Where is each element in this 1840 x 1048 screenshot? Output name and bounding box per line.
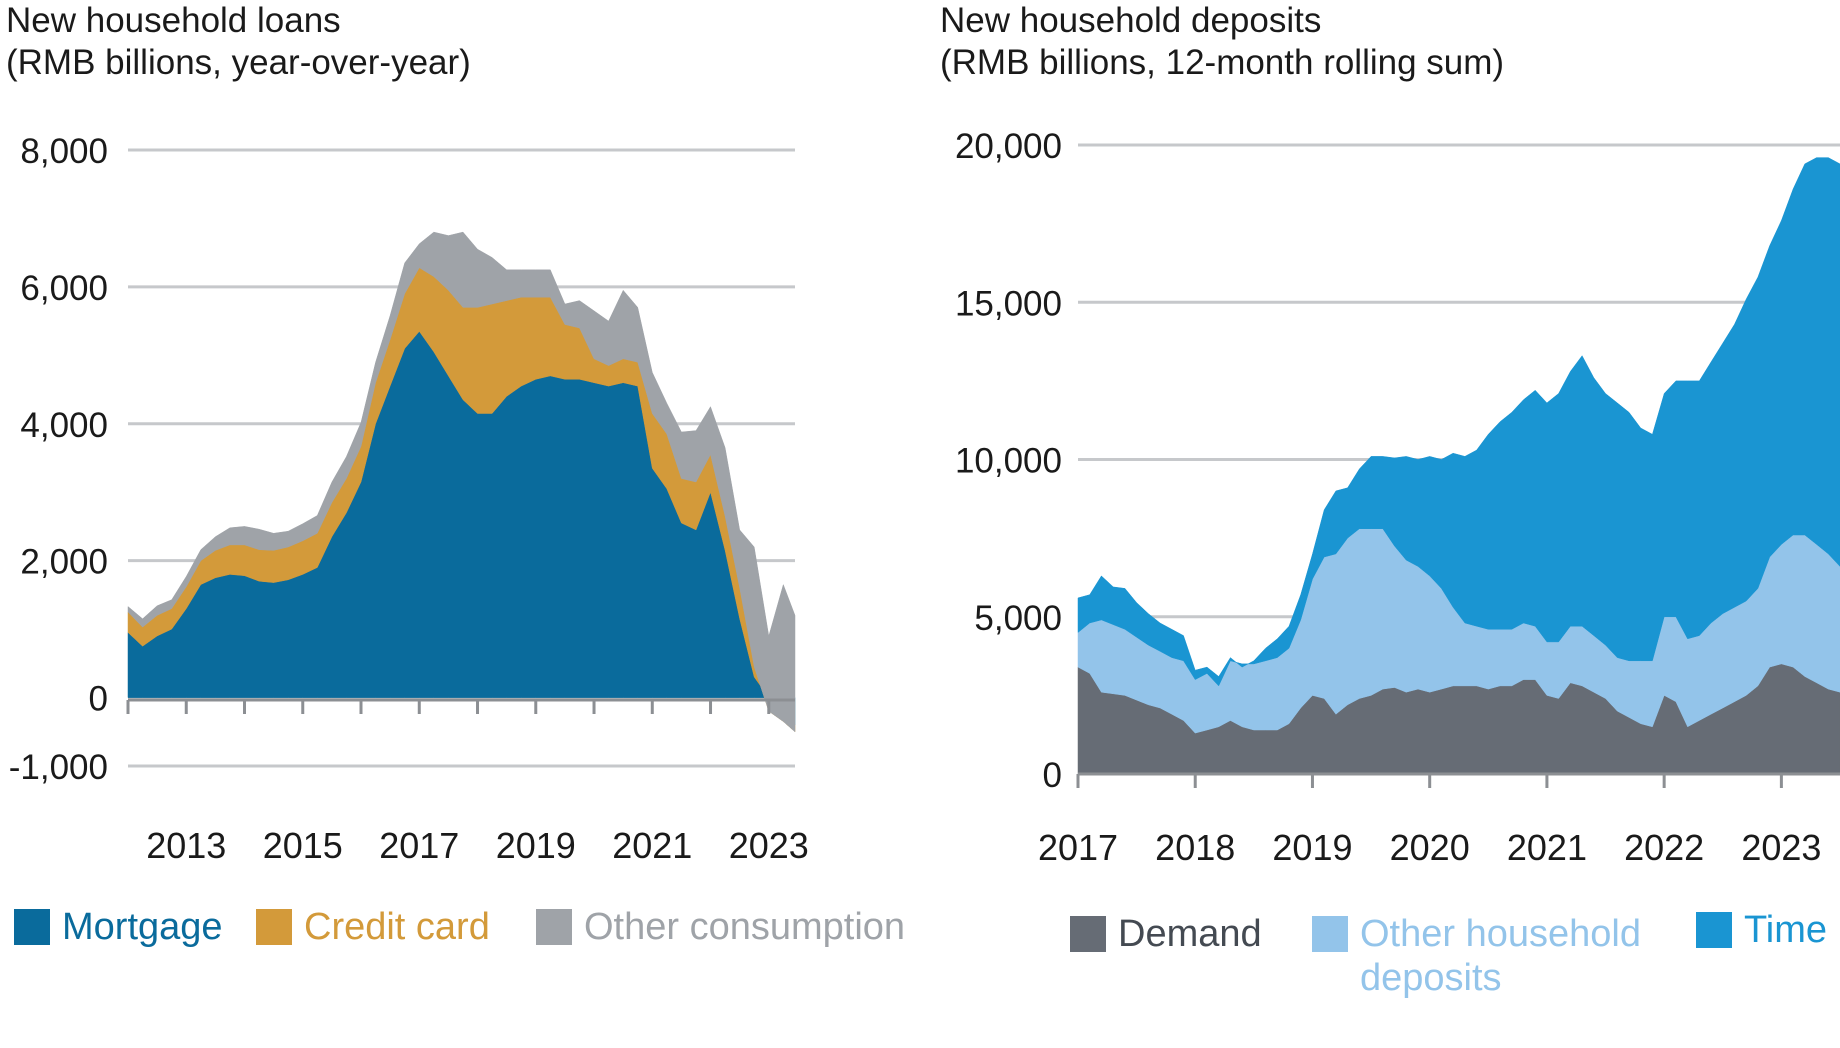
area-time <box>1077 157 1840 687</box>
legend-label-credit-card: Credit card <box>304 906 490 948</box>
legend-swatch-demand <box>1070 916 1106 952</box>
x-tick-label: 2021 <box>612 825 692 866</box>
y-tick-label: 0 <box>1043 756 1062 795</box>
x-tick-label: 2013 <box>146 825 226 866</box>
legend-label-mortgage: Mortgage <box>62 906 223 948</box>
y-tick-label: -1,000 <box>9 748 108 787</box>
right-legend-other-household-deposits: Other household deposits <box>1312 912 1660 1000</box>
x-tick-label: 2023 <box>729 825 809 866</box>
x-tick-label: 2021 <box>1507 827 1587 868</box>
legend-swatch-time <box>1696 912 1732 948</box>
y-tick-label: 5,000 <box>974 599 1062 638</box>
y-tick-label: 8,000 <box>20 132 108 171</box>
y-tick-label: 6,000 <box>20 269 108 308</box>
right-legend-demand: Demand <box>1070 912 1262 956</box>
x-tick-label: 2022 <box>1624 827 1704 868</box>
left-legend-mortgage: Mortgage <box>14 905 223 949</box>
right-legend-time: Time <box>1696 908 1827 952</box>
y-tick-label: 10,000 <box>955 442 1062 481</box>
left-chart-title-text: New household loans <box>6 1 341 40</box>
legend-swatch-mortgage <box>14 909 50 945</box>
left-chart-subtitle: (RMB billions, year-over-year) <box>6 43 471 82</box>
legend-swatch-credit-card <box>256 909 292 945</box>
x-tick-label: 2017 <box>379 825 459 866</box>
legend-label-other-household-deposits: Other household deposits <box>1360 913 1641 999</box>
legend-swatch-other-consumption <box>536 909 572 945</box>
right-chart-title-text: New household deposits <box>940 1 1322 40</box>
y-tick-label: 2,000 <box>20 543 108 582</box>
left-chart-title: New household loans (RMB billions, year-… <box>6 0 471 84</box>
x-tick-label: 2019 <box>1272 827 1352 868</box>
y-tick-label: 15,000 <box>955 284 1062 323</box>
right-chart-subtitle: (RMB billions, 12-month rolling sum) <box>940 43 1505 82</box>
legend-label-time: Time <box>1744 909 1828 951</box>
y-tick-label: 20,000 <box>955 127 1062 166</box>
x-tick-label: 2019 <box>496 825 576 866</box>
legend-label-other-consumption: Other consumption <box>584 906 906 948</box>
x-tick-label: 2017 <box>1038 827 1118 868</box>
left-legend-credit-card: Credit card <box>256 905 490 949</box>
right-chart: 0 5,000 10,000 15,000 20,000 2017 2018 2019 2020… <box>955 127 1840 868</box>
x-tick-label: 2018 <box>1155 827 1235 868</box>
left-legend-other-consumption: Other consumption <box>536 905 905 949</box>
right-chart-title: New household deposits (RMB billions, 12… <box>940 0 1504 84</box>
legend-label-demand: Demand <box>1118 913 1262 955</box>
x-tick-label: 2020 <box>1390 827 1470 868</box>
legend-swatch-other-household-deposits <box>1312 916 1348 952</box>
x-tick-label: 2015 <box>263 825 343 866</box>
x-tick-label: 2023 <box>1741 827 1821 868</box>
y-tick-label: 0 <box>89 680 108 719</box>
y-tick-label: 4,000 <box>20 406 108 445</box>
left-chart: -1,000 0 2,000 4,000 6,000 8,000 2013 2015 2017 2… <box>9 132 809 866</box>
area-other-consumption <box>127 231 796 733</box>
